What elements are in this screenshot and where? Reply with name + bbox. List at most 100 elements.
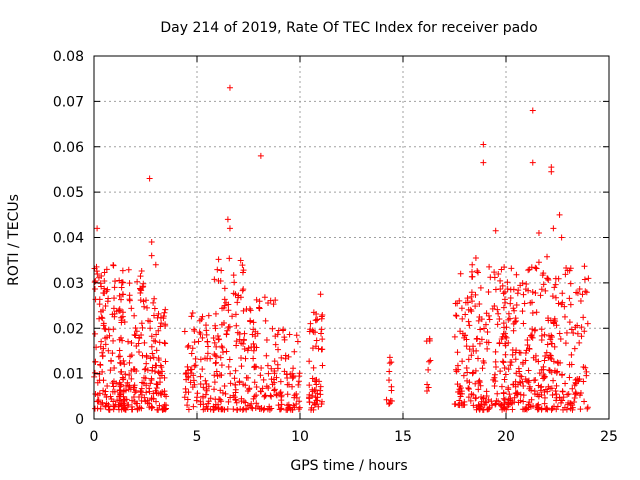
data-point	[504, 279, 511, 286]
data-point	[468, 289, 475, 296]
data-point	[240, 307, 247, 314]
data-point	[535, 358, 542, 365]
data-point	[161, 339, 168, 346]
data-point	[507, 300, 514, 307]
data-point	[157, 362, 164, 369]
data-point	[486, 263, 493, 270]
data-point	[495, 271, 502, 278]
data-point	[455, 402, 462, 409]
data-point	[120, 388, 127, 395]
data-point	[470, 369, 477, 376]
data-point	[426, 358, 433, 365]
data-point	[451, 401, 458, 408]
data-point	[278, 401, 285, 408]
data-point	[531, 377, 538, 384]
data-point	[226, 225, 233, 232]
data-point	[550, 225, 557, 232]
data-point	[131, 312, 138, 319]
data-point	[541, 331, 548, 338]
data-point	[503, 406, 510, 413]
data-point	[261, 294, 268, 301]
data-points	[91, 84, 592, 413]
data-point	[290, 365, 297, 372]
data-point	[475, 386, 482, 393]
data-point	[553, 382, 560, 389]
data-point	[313, 310, 320, 317]
data-point	[187, 366, 194, 373]
data-point	[188, 350, 195, 357]
data-point	[217, 354, 224, 361]
data-point	[219, 305, 226, 312]
data-point	[306, 328, 313, 335]
y-tick-labels: 0 0.01 0.02 0.03 0.04 0.05 0.06 0.07 0.08	[53, 49, 84, 428]
data-point	[104, 298, 111, 305]
data-point	[553, 406, 560, 413]
data-point	[498, 266, 505, 273]
data-point	[263, 352, 270, 359]
data-point	[287, 371, 294, 378]
data-point	[516, 379, 523, 386]
data-point	[153, 398, 160, 405]
data-point	[574, 322, 581, 329]
y-tick-label: 0.07	[53, 94, 84, 110]
data-point	[310, 364, 317, 371]
data-point	[523, 347, 530, 354]
data-point	[566, 361, 573, 368]
data-point	[290, 402, 297, 409]
data-point	[111, 295, 118, 302]
data-point	[205, 312, 212, 319]
data-point	[532, 352, 539, 359]
data-point	[222, 390, 229, 397]
data-point	[116, 277, 123, 284]
data-point	[202, 405, 209, 412]
data-point	[385, 400, 392, 407]
data-point	[125, 401, 132, 408]
data-point	[306, 399, 313, 406]
data-point	[148, 396, 155, 403]
data-point	[485, 288, 492, 295]
data-point	[570, 329, 577, 336]
data-point	[468, 273, 475, 280]
data-point	[517, 372, 524, 379]
data-point	[469, 298, 476, 305]
data-point	[221, 296, 228, 303]
data-point	[148, 239, 155, 246]
data-point	[577, 406, 584, 413]
data-point	[238, 363, 245, 370]
data-point	[579, 291, 586, 298]
data-point	[109, 350, 116, 357]
data-point	[121, 404, 128, 411]
data-point	[580, 364, 587, 371]
data-point	[520, 359, 527, 366]
data-point	[578, 333, 585, 340]
data-point	[101, 277, 108, 284]
data-point	[548, 340, 555, 347]
data-point	[244, 402, 251, 409]
data-point	[151, 295, 158, 302]
data-point	[465, 318, 472, 325]
x-tick-label: 25	[600, 429, 618, 445]
data-point	[512, 356, 519, 363]
data-point	[537, 292, 544, 299]
data-point	[157, 323, 164, 330]
data-point	[479, 365, 486, 372]
data-point	[494, 321, 501, 328]
data-point	[143, 297, 150, 304]
data-point	[143, 360, 150, 367]
data-point	[537, 384, 544, 391]
data-point	[296, 398, 303, 405]
data-point	[580, 378, 587, 385]
data-point	[213, 368, 220, 375]
data-point	[386, 368, 393, 375]
data-point	[492, 358, 499, 365]
data-point	[386, 360, 393, 367]
data-point	[158, 320, 165, 327]
data-point	[135, 340, 142, 347]
data-point	[477, 326, 484, 333]
data-point	[512, 383, 519, 390]
data-point	[130, 394, 137, 401]
data-point	[466, 385, 473, 392]
data-point	[535, 259, 542, 266]
data-point	[182, 389, 189, 396]
data-point	[117, 359, 124, 366]
